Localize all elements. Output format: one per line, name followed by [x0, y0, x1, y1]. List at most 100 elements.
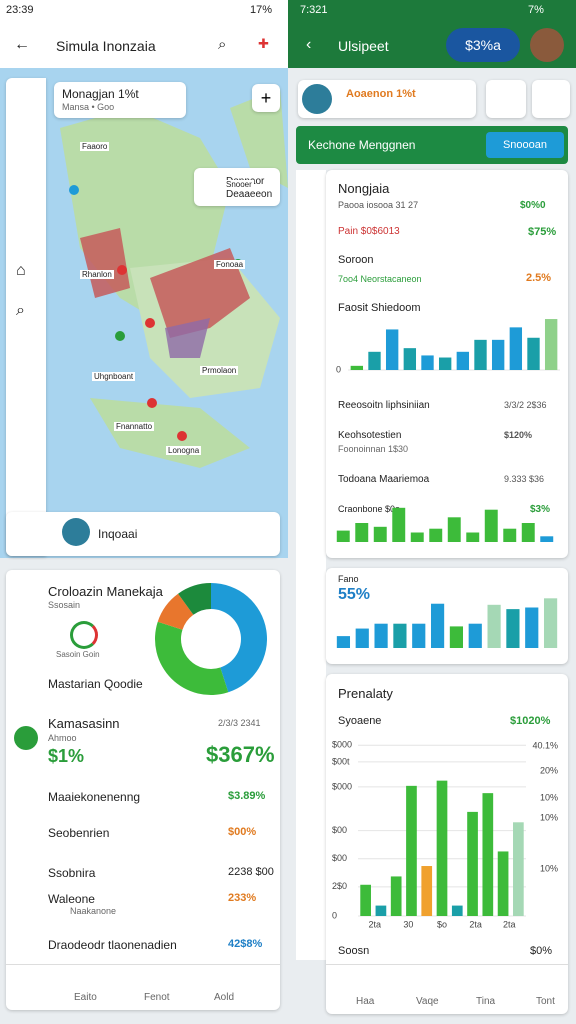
bar — [403, 348, 417, 370]
avatar — [62, 518, 90, 546]
bar — [474, 339, 487, 370]
ring — [70, 621, 98, 649]
bar — [468, 623, 482, 648]
row-sub: Foonoinnan 1$30 — [338, 444, 409, 454]
y2-tick-label: 10% — [540, 813, 558, 823]
y2-tick-label: 40.1% — [532, 741, 558, 751]
tool-button[interactable] — [532, 80, 570, 118]
bar — [521, 523, 535, 542]
bar — [393, 623, 407, 648]
row-value: 2238 $00 — [228, 866, 274, 878]
map-sidebar — [6, 78, 46, 556]
y-tick-label: 0 — [332, 910, 337, 920]
bar — [392, 507, 406, 542]
y-tick-label: $000 — [332, 781, 352, 791]
back-button[interactable]: ← — [14, 36, 30, 53]
map-card[interactable] — [54, 82, 186, 118]
bar — [449, 626, 464, 648]
y2-tick-label: 20% — [540, 766, 558, 776]
bar — [336, 530, 350, 542]
y-tick-label: $000 — [332, 740, 352, 750]
row-sub: 7oo4 Neorstacaneon — [338, 274, 422, 284]
y-tick-label: 0 — [336, 364, 341, 374]
row-value: 3/3/2 2$36 — [504, 400, 547, 410]
bar — [484, 509, 498, 542]
map-card-sub: Mansa • Goo — [62, 102, 115, 112]
nav-item: Aold — [214, 992, 235, 1003]
search-icon[interactable]: ⌕ — [16, 302, 25, 319]
map[interactable] — [0, 68, 288, 558]
bar — [506, 609, 520, 648]
bar — [429, 528, 443, 542]
zoom-in[interactable]: + — [252, 84, 280, 112]
bar — [487, 604, 501, 648]
app-title: Simula Inonzaia — [56, 38, 156, 54]
status-time: 23:39 — [6, 4, 34, 16]
mini-label: Craonbone $0o — [338, 504, 401, 514]
map-label: Fonoaa — [214, 260, 246, 269]
badge[interactable]: $3%a — [446, 28, 520, 62]
row-value: 9.333 $36 — [504, 474, 545, 484]
bar — [543, 598, 558, 648]
row-value: 42$8% — [228, 938, 263, 950]
right-nav — [326, 964, 568, 1013]
x-tick-label: $o — [437, 919, 447, 929]
bar — [447, 517, 461, 542]
row-value: $3.89% — [228, 790, 266, 802]
nav-item: Tina — [476, 996, 496, 1007]
ring-label: Sasoin Goin — [56, 650, 100, 659]
back-button[interactable]: ‹ — [306, 36, 312, 53]
left-header — [0, 0, 288, 68]
row-sub: Naakanone — [70, 906, 117, 916]
banner-title: Kechone Menggnen — [308, 138, 416, 152]
summary-title: Croloazin Manekaja — [48, 584, 163, 599]
home-icon[interactable]: ⌂ — [16, 262, 26, 279]
bar — [390, 876, 402, 916]
bar — [336, 636, 351, 648]
summary-item: Mastarian Qoodie — [48, 677, 143, 691]
row-label: Reeosoitn liphsiniian — [338, 400, 430, 411]
donut-slice — [155, 621, 229, 695]
top-card-title: Aoaenon 1%t — [346, 88, 416, 100]
row-label: Todoana Maariemoa — [338, 474, 430, 485]
bar — [373, 526, 387, 542]
right-header — [288, 0, 576, 68]
map-label: Uhgnboant — [92, 372, 136, 381]
detail-title: Nongjaia — [338, 181, 390, 196]
summary-sub: Ssosain — [48, 600, 81, 610]
chart-title: Fano — [338, 574, 359, 584]
row-value: 233% — [228, 892, 257, 904]
chart-value: 55% — [338, 586, 371, 603]
bar — [385, 329, 399, 370]
search-button[interactable]: ⌕ — [218, 36, 227, 53]
footer-label: Soosn — [338, 945, 370, 957]
row-value: $120% — [504, 430, 533, 440]
banner-button[interactable]: Snoooan — [486, 132, 564, 158]
summary-card — [6, 570, 280, 1010]
detail-line-value: $0%0 — [520, 200, 546, 211]
map-label: Rhanlon — [80, 270, 114, 279]
bar — [527, 337, 540, 370]
bar — [513, 822, 524, 916]
x-tick-label: 2ta — [369, 919, 382, 929]
chart-title: Prenalaty — [338, 686, 393, 701]
row-label: Seobenrien — [48, 826, 110, 840]
left-nav — [6, 964, 280, 1011]
status-battery: 17% — [250, 4, 273, 16]
chart-title: Faosit Shiedoom — [338, 302, 421, 314]
nav-item: Haa — [356, 996, 375, 1007]
tool-button[interactable] — [486, 80, 526, 118]
pin-button[interactable]: ✚ — [258, 36, 269, 51]
donut-slice — [157, 593, 194, 630]
bar-chart — [336, 507, 554, 542]
bar — [503, 528, 517, 542]
bar — [360, 884, 371, 916]
bar-chart: 0 — [336, 319, 560, 374]
x-tick-label: 2ta — [469, 919, 482, 929]
bar — [509, 327, 523, 370]
detail-line: Paooa iosooa 31 27 — [338, 200, 419, 210]
y-tick-label: 2$0 — [332, 881, 347, 891]
bar — [540, 536, 554, 542]
map-card-title: Monagjan 1%t — [62, 87, 139, 101]
row-value: $00% — [228, 826, 257, 838]
